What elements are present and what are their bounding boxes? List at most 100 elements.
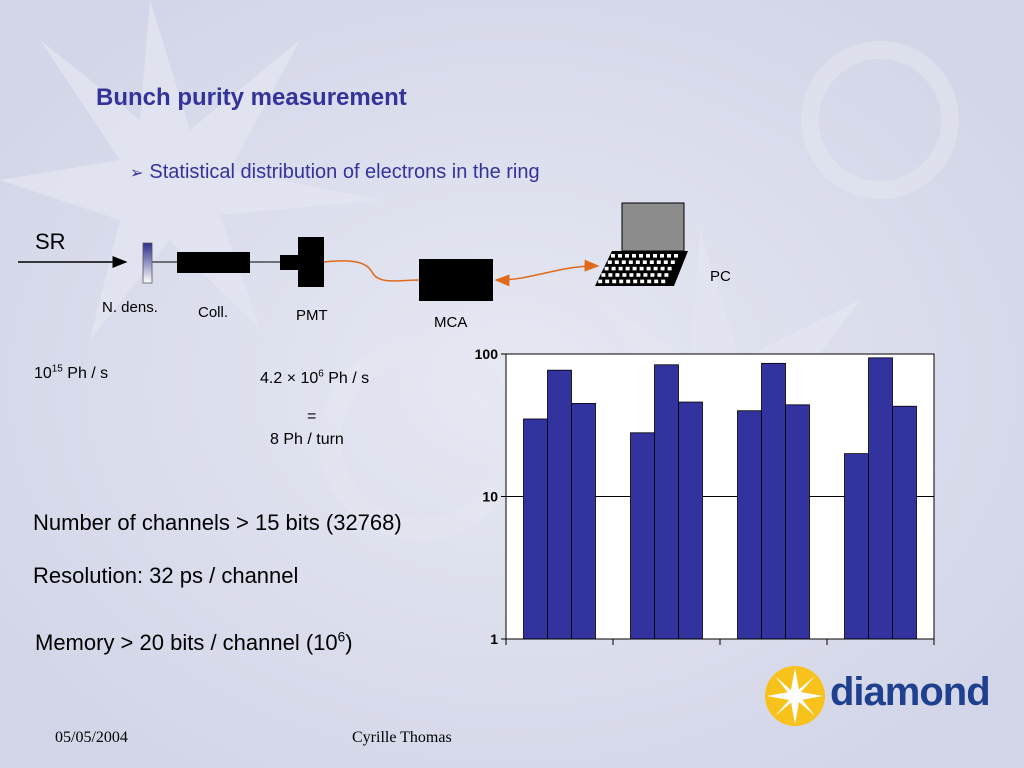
keyboard-key	[670, 260, 675, 264]
coll-label: Coll.	[198, 304, 229, 321]
keyboard-key	[636, 273, 641, 277]
keyboard-key	[618, 254, 622, 258]
chart-bar	[785, 404, 810, 640]
keyboard-key	[628, 260, 633, 264]
keyboard-key	[667, 254, 671, 258]
mca-label: MCA	[434, 314, 468, 331]
keyboard-key	[629, 273, 634, 277]
chart-bar	[523, 418, 548, 640]
keyboard-key	[614, 260, 619, 264]
keyboard-key	[667, 266, 672, 271]
bullet-arrow-icon: ➢	[130, 165, 144, 182]
y-tick-label: 1	[490, 631, 498, 647]
memory-spec: Memory > 20 bits / channel (106)	[35, 630, 353, 656]
collimator	[177, 252, 250, 273]
rate-exponent: 6	[318, 368, 324, 380]
equals-sign: =	[307, 408, 317, 425]
photons-per-turn-label: 8 Ph / turn	[270, 431, 344, 448]
rate-unit: Ph / s	[323, 370, 370, 387]
keyboard-key	[643, 273, 648, 277]
count-rate-label: 4.2 × 106 Ph / s	[260, 368, 370, 388]
keyboard-key	[657, 273, 662, 277]
keyboard-key	[639, 254, 643, 258]
photon-flux-label: 1015 Ph / s	[34, 363, 109, 383]
keyboard-key	[611, 266, 616, 271]
chart-bar	[737, 410, 762, 640]
neutral-density-filter	[142, 242, 153, 284]
footer-date: 05/05/2004	[55, 729, 128, 746]
pc-screen	[621, 202, 685, 252]
keyboard-key	[605, 279, 610, 284]
chart-bar	[761, 362, 786, 640]
keyboard-key	[642, 260, 647, 264]
keyboard-key	[653, 266, 658, 271]
resolution-spec: Resolution: 32 ps / channel	[33, 563, 299, 588]
chart-bar	[571, 403, 596, 640]
keyboard-key	[622, 273, 627, 277]
bunch-fill-chart: 1 10 100	[475, 346, 935, 647]
memory-exponent: 6	[337, 629, 346, 645]
bullet-text: Statistical distribution of electrons in…	[149, 161, 540, 183]
keyboard-key	[660, 254, 664, 258]
keyboard-key	[640, 279, 645, 284]
sr-label: SR	[35, 229, 66, 254]
keyboard-key	[601, 273, 606, 277]
keyboard-key	[625, 266, 630, 271]
page-title: Bunch purity measurement	[96, 84, 407, 111]
keyboard-key	[633, 279, 638, 284]
keyboard-key	[632, 254, 636, 258]
keyboard-key	[632, 266, 637, 271]
keyboard-key	[612, 279, 617, 284]
keyboard-key	[661, 279, 666, 284]
pmt-label: PMT	[296, 307, 328, 324]
keyboard-key	[621, 260, 626, 264]
keyboard-key	[619, 279, 624, 284]
mca-box	[419, 259, 493, 301]
pmt-window	[280, 255, 300, 270]
signal-cable	[323, 260, 421, 282]
keyboard-key	[611, 254, 615, 258]
keyboard-key	[650, 273, 655, 277]
chart-bar	[844, 453, 869, 640]
flux-unit: Ph / s	[62, 365, 109, 382]
footer-author: Cyrille Thomas	[352, 729, 452, 746]
keyboard-key	[649, 260, 654, 264]
logo-wordmark: diamond	[830, 670, 991, 714]
keyboard-key	[604, 266, 609, 271]
keyboard-key	[647, 279, 652, 284]
keyboard-key	[646, 254, 650, 258]
keyboard-key	[608, 273, 613, 277]
chart-bar	[654, 364, 679, 640]
y-tick-label: 10	[482, 489, 498, 505]
chart-bar	[868, 357, 893, 640]
flux-exponent: 15	[51, 363, 63, 375]
memory-prefix: Memory > 20 bits / channel (10	[35, 630, 338, 655]
keyboard-key	[674, 254, 678, 258]
rate-prefix: 4.2 × 10	[260, 370, 319, 387]
keyboard-key	[625, 254, 629, 258]
keyboard-key	[626, 279, 631, 284]
keyboard-key	[660, 266, 665, 271]
keyboard-key	[615, 273, 620, 277]
keyboard-key	[607, 260, 612, 264]
keyboard-key	[639, 266, 644, 271]
chart-bar	[678, 401, 703, 640]
chart-bar	[892, 405, 917, 640]
flux-base: 10	[34, 365, 52, 382]
keyboard-key	[664, 273, 669, 277]
keyboard-key	[618, 266, 623, 271]
y-tick-label: 100	[475, 346, 499, 362]
keyboard-key	[654, 279, 659, 284]
keyboard-key	[653, 254, 657, 258]
ndens-label: N. dens.	[102, 299, 158, 316]
keyboard-key	[663, 260, 668, 264]
channels-spec: Number of channels > 15 bits (32768)	[33, 510, 402, 535]
keyboard-key	[646, 266, 651, 271]
chart-bar	[547, 369, 572, 640]
keyboard-key	[635, 260, 640, 264]
memory-suffix: )	[345, 630, 353, 655]
pmt-body	[298, 237, 324, 287]
keyboard-key	[598, 279, 603, 284]
data-link-cable	[494, 259, 600, 287]
